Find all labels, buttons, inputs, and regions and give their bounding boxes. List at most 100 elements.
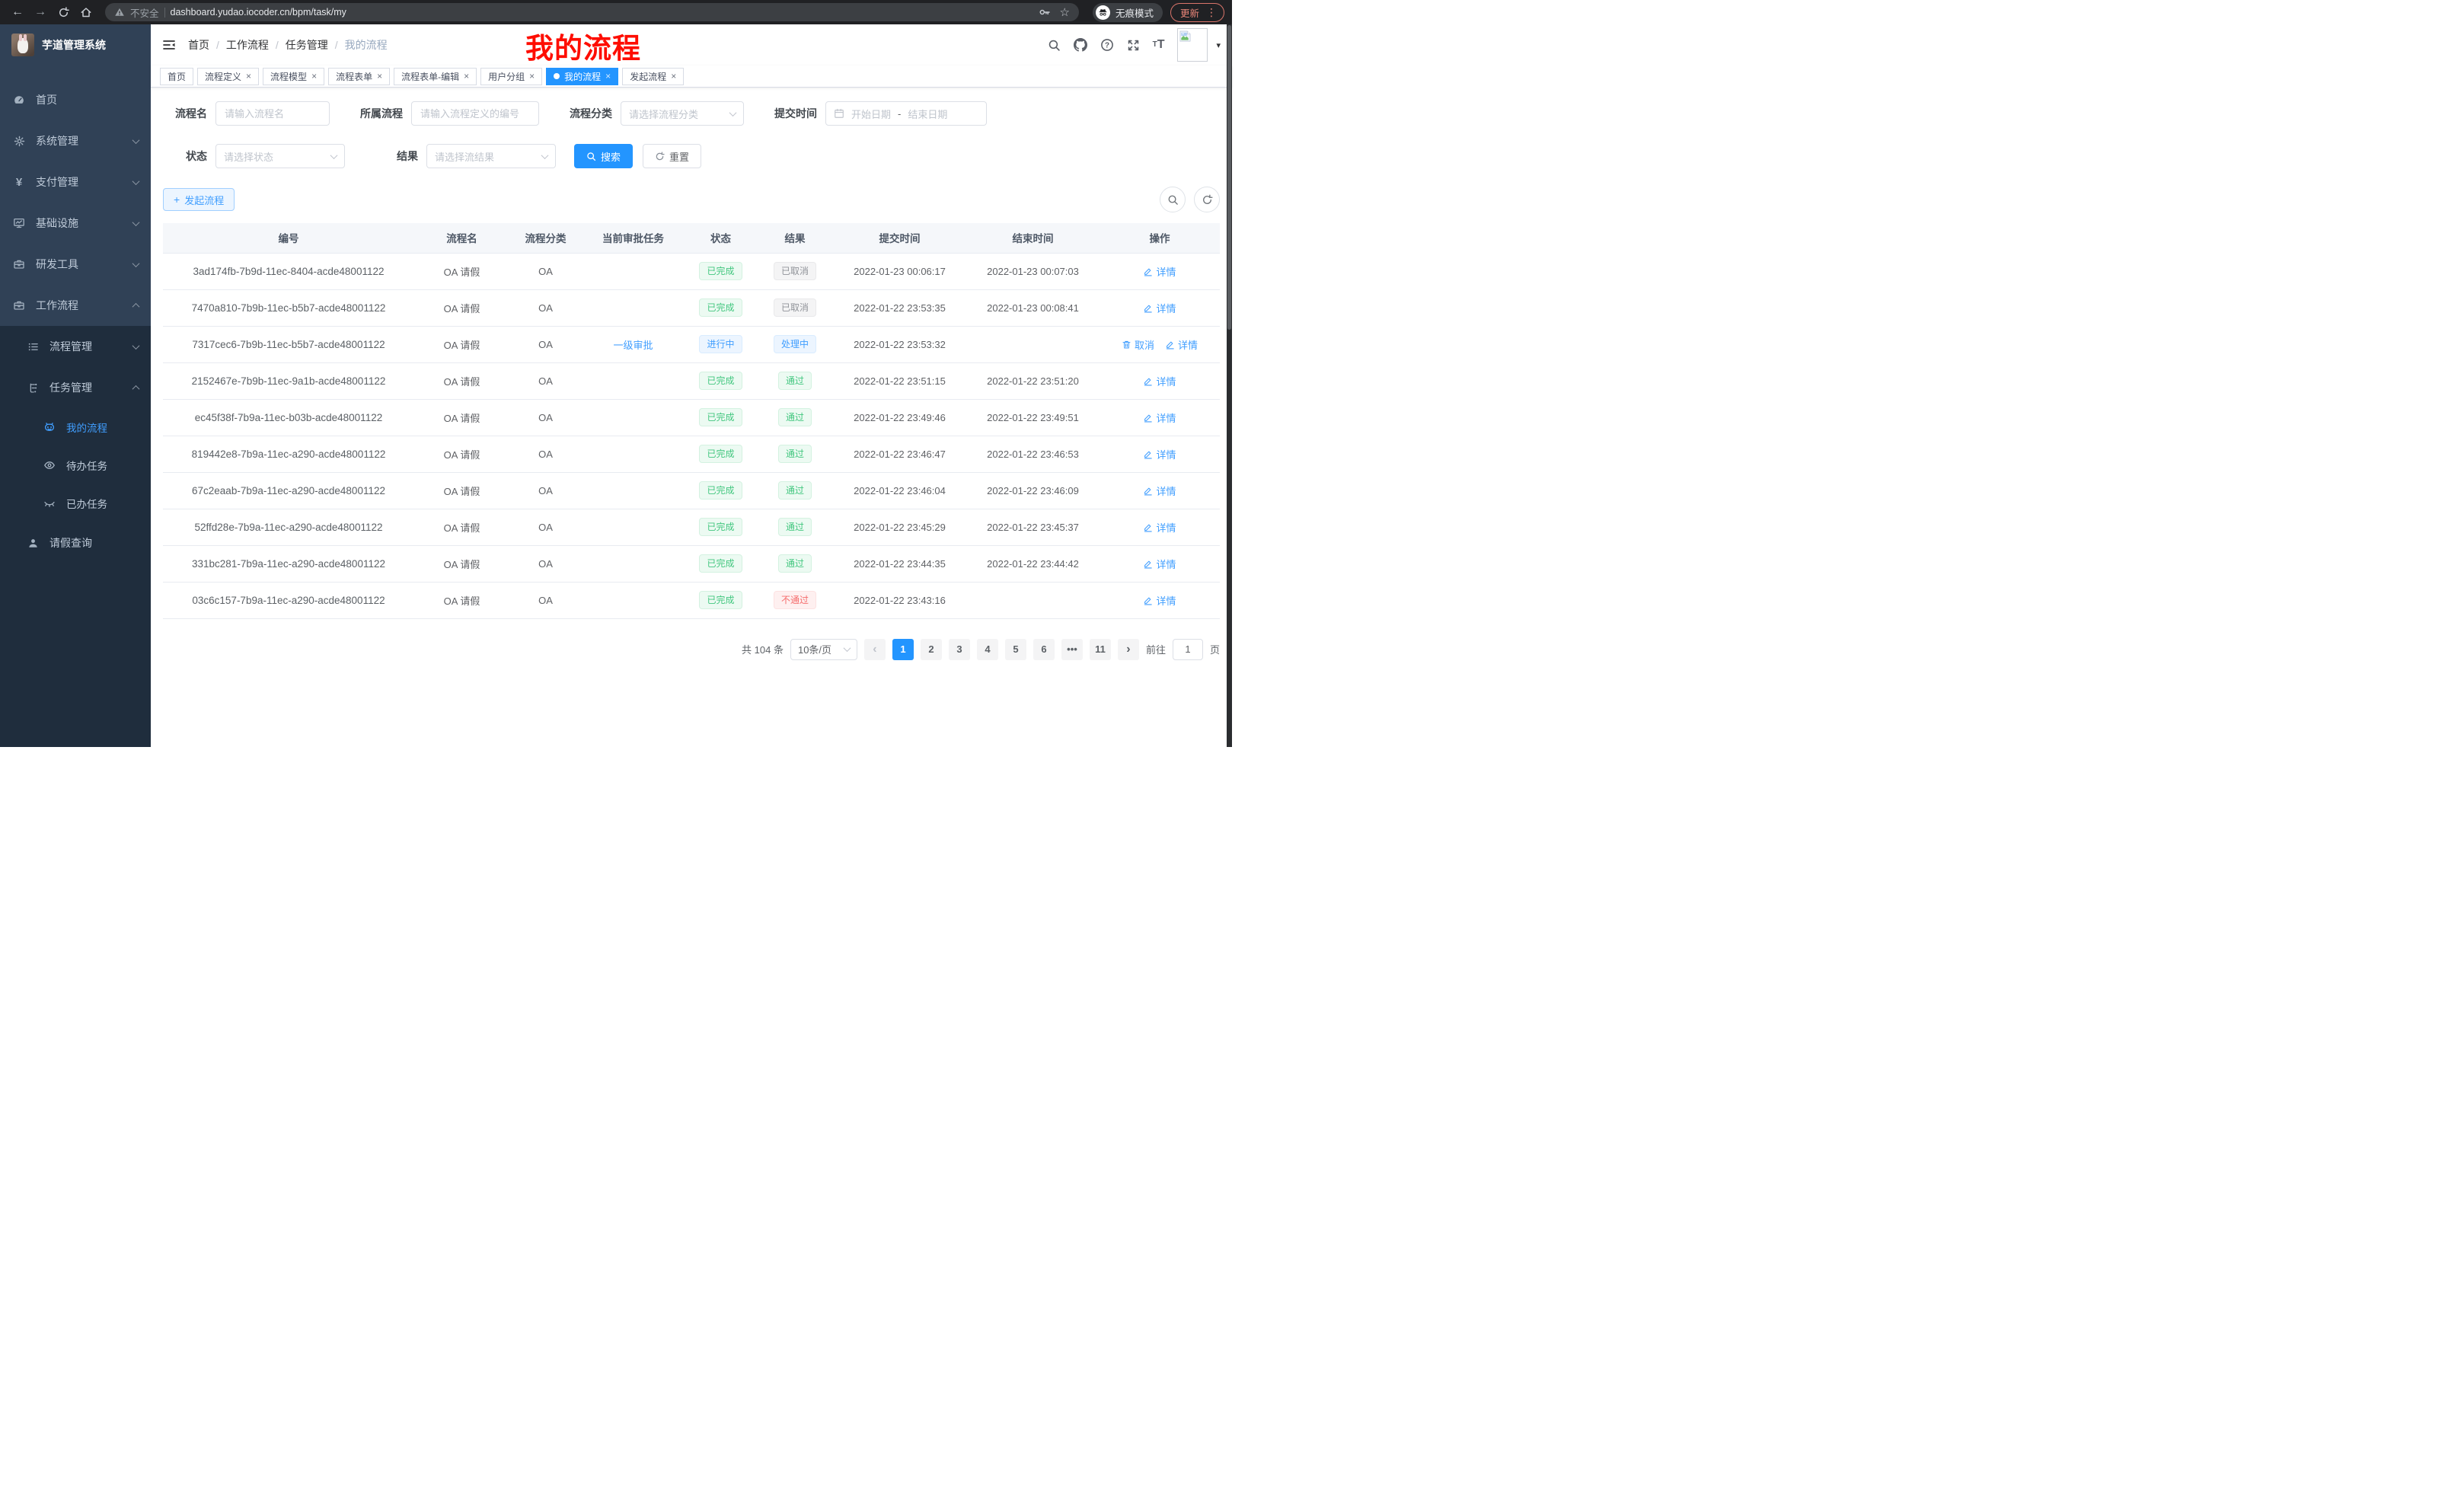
key-icon[interactable] [1039, 6, 1051, 18]
task-link[interactable]: 一级审批 [613, 339, 653, 351]
cell-submit-time: 2022-01-22 23:51:15 [833, 362, 966, 400]
detail-link[interactable]: 详情 [1143, 410, 1176, 425]
tab-label: 发起流程 [630, 71, 667, 82]
tab-close-icon[interactable] [377, 71, 382, 81]
breadcrumb-item-0[interactable]: 首页 [188, 37, 226, 53]
tab-close-icon[interactable] [246, 71, 251, 81]
tab-close-icon[interactable] [671, 71, 676, 81]
detail-link[interactable]: 详情 [1165, 337, 1198, 352]
prev-page-button[interactable] [863, 638, 886, 660]
create-process-button[interactable]: 发起流程 [163, 188, 235, 211]
scrollbar-thumb[interactable] [1227, 25, 1231, 330]
process-definition-input[interactable] [411, 101, 539, 126]
page-button-3[interactable]: 4 [976, 638, 998, 660]
fullscreen-icon[interactable] [1127, 39, 1140, 52]
status-select[interactable]: 请选择状态 [215, 144, 345, 168]
bookmark-star-icon[interactable] [1060, 5, 1070, 19]
sidebar-item-3[interactable]: 基础设施 [0, 203, 151, 244]
detail-link[interactable]: 详情 [1143, 447, 1176, 461]
search-icon[interactable] [1048, 39, 1061, 52]
submenu-item-4[interactable]: 已办任务 [0, 484, 151, 522]
broken-image-icon [1180, 30, 1191, 42]
browser-menu-icon[interactable] [1206, 6, 1217, 19]
tab-close-icon[interactable] [529, 71, 535, 81]
robot-icon [43, 421, 56, 433]
detail-link[interactable]: 详情 [1143, 593, 1176, 608]
help-icon[interactable]: ? [1100, 38, 1114, 52]
sidebar-item-2[interactable]: 支付管理 [0, 161, 151, 203]
tab-6[interactable]: 我的流程 [546, 67, 619, 85]
page-button-1[interactable]: 2 [920, 638, 942, 660]
chevron-up-icon [132, 385, 140, 393]
submenu-item-3[interactable]: 待办任务 [0, 446, 151, 484]
browser-home-icon[interactable] [76, 2, 96, 22]
result-badge: 通过 [777, 481, 812, 500]
cell-category: OA [509, 326, 582, 363]
app-logo-row[interactable]: 芋道管理系统 [0, 24, 151, 65]
browser-forward-icon[interactable] [30, 2, 50, 22]
plus-icon [174, 193, 180, 206]
tab-5[interactable]: 用户分组 [480, 67, 543, 85]
tab-4[interactable]: 流程表单-编辑 [394, 67, 477, 85]
breadcrumb-item-1[interactable]: 工作流程 [226, 37, 286, 53]
tab-2[interactable]: 流程模型 [263, 67, 325, 85]
sidebar-item-0[interactable]: 首页 [0, 79, 151, 120]
result-select[interactable]: 请选择流结果 [426, 144, 556, 168]
cell-submit-time: 2022-01-22 23:44:35 [833, 545, 966, 583]
submenu-item-5[interactable]: 请假查询 [0, 522, 151, 563]
detail-link[interactable]: 详情 [1143, 301, 1176, 315]
github-icon[interactable] [1073, 38, 1087, 52]
address-bar[interactable]: 不安全 dashboard.yudao.iocoder.cn/bpm/task/… [105, 3, 1079, 21]
process-name-input[interactable] [215, 101, 330, 126]
detail-link[interactable]: 详情 [1143, 520, 1176, 535]
page-button-7[interactable]: 11 [1089, 638, 1111, 660]
submit-time-range-picker[interactable]: 开始日期 - 结束日期 [825, 101, 987, 126]
reset-button[interactable]: 重置 [643, 144, 702, 168]
table-search-button[interactable] [1160, 187, 1186, 212]
sidebar-collapse-icon[interactable] [162, 39, 176, 51]
submenu-item-0[interactable]: 流程管理 [0, 326, 151, 367]
detail-link[interactable]: 详情 [1143, 557, 1176, 571]
page-button-6[interactable]: ••• [1061, 638, 1083, 660]
browser-back-icon[interactable] [8, 2, 27, 22]
status-badge: 已完成 [699, 518, 742, 536]
page-button-0[interactable]: 1 [892, 638, 914, 660]
font-size-icon[interactable] [1153, 39, 1165, 51]
table-refresh-button[interactable] [1194, 187, 1220, 212]
search-button[interactable]: 搜索 [574, 144, 634, 168]
next-page-button[interactable] [1117, 638, 1139, 660]
cell-task [582, 436, 685, 473]
submenu-item-2[interactable]: 我的流程 [0, 408, 151, 446]
goto-page-input[interactable] [1172, 638, 1203, 660]
submenu-item-1[interactable]: 任务管理 [0, 367, 151, 408]
sidebar-item-4[interactable]: 研发工具 [0, 244, 151, 285]
search-icon [1168, 195, 1178, 205]
breadcrumb-item-2[interactable]: 任务管理 [286, 37, 345, 53]
avatar-caret-icon[interactable] [1216, 40, 1221, 50]
tab-1[interactable]: 流程定义 [197, 67, 260, 85]
category-select[interactable]: 请选择流程分类 [621, 101, 744, 126]
page-button-5[interactable]: 6 [1033, 638, 1055, 660]
cell-end-time: 2022-01-22 23:49:51 [966, 399, 1100, 436]
tab-close-icon[interactable] [311, 71, 317, 81]
tab-7[interactable]: 发起流程 [622, 67, 685, 85]
detail-link[interactable]: 详情 [1143, 374, 1176, 388]
cancel-link[interactable]: 取消 [1122, 337, 1154, 352]
page-size-select[interactable]: 10条/页 [790, 638, 857, 660]
page-button-4[interactable]: 5 [1004, 638, 1026, 660]
cell-status: 已完成 [685, 253, 757, 290]
detail-link[interactable]: 详情 [1143, 264, 1176, 279]
update-button[interactable]: 更新 [1170, 2, 1224, 22]
browser-scrollbar[interactable] [1227, 24, 1232, 747]
tab-0[interactable]: 首页 [160, 67, 194, 85]
page-button-2[interactable]: 3 [948, 638, 970, 660]
tab-close-icon[interactable] [605, 71, 611, 81]
page-content: 流程名 所属流程 流程分类 请选择流程分类 提交时间 [151, 88, 1232, 747]
detail-link[interactable]: 详情 [1143, 484, 1176, 498]
browser-reload-icon[interactable] [53, 2, 73, 22]
sidebar-item-5[interactable]: 工作流程 [0, 285, 151, 326]
tab-close-icon[interactable] [464, 71, 469, 81]
avatar[interactable] [1177, 28, 1208, 62]
tab-3[interactable]: 流程表单 [328, 67, 391, 85]
sidebar-item-1[interactable]: 系统管理 [0, 120, 151, 161]
